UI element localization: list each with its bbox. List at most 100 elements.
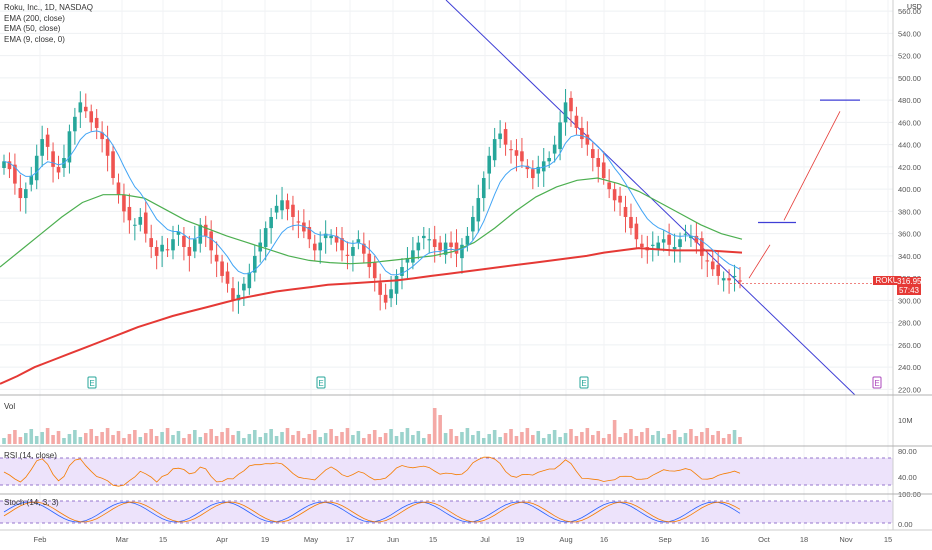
volume-bar <box>596 431 601 444</box>
volume-bar <box>585 428 590 444</box>
candle-body <box>367 253 372 268</box>
candle-body <box>607 182 611 190</box>
volume-bar <box>705 428 710 444</box>
candle-body <box>307 226 312 240</box>
candle-body <box>225 271 230 284</box>
earnings-marker <box>316 376 326 389</box>
candle-body <box>51 151 55 167</box>
candle-body <box>405 258 410 263</box>
volume-panel-label[interactable]: Vol <box>4 402 16 411</box>
symbol-title[interactable]: Roku, Inc., 1D, NASDAQ <box>4 3 93 12</box>
volume-bar <box>285 428 290 444</box>
volume-panel: 10M <box>2 408 913 444</box>
volume-bar <box>421 438 426 444</box>
projection-arrows[interactable] <box>730 99 893 285</box>
candle-body <box>323 233 328 239</box>
candle-body <box>40 139 44 156</box>
ema-lines <box>0 130 743 385</box>
y-tick-label: 520.00 <box>898 52 921 61</box>
volume-bar <box>2 438 6 444</box>
x-tick-label: 18 <box>800 535 808 544</box>
volume-bar <box>618 437 622 444</box>
candle-body <box>269 216 273 229</box>
candle-body <box>547 158 551 162</box>
candle-body <box>525 165 530 170</box>
candle-body <box>683 233 688 235</box>
candle-body <box>263 228 268 248</box>
volume-bar <box>351 435 355 444</box>
volume-bar <box>389 429 393 444</box>
candle-body <box>247 272 252 289</box>
candle-body <box>203 224 208 236</box>
volume-bar <box>727 434 731 444</box>
volume-bar <box>62 438 66 444</box>
candle-body <box>302 222 306 232</box>
y-tick-label: 220.00 <box>898 385 921 394</box>
volume-bar <box>400 432 404 444</box>
candle-body <box>7 161 12 170</box>
candle-body <box>73 116 77 132</box>
ema9-label[interactable]: EMA (9, close, 0) <box>4 34 65 44</box>
volume-bar <box>498 437 502 444</box>
volume-bar <box>536 431 541 444</box>
rsi-panel-label[interactable]: RSI (14, close) <box>4 451 57 460</box>
volume-bar <box>552 430 557 444</box>
candle-body <box>143 212 148 234</box>
candle-body <box>383 294 388 303</box>
candle-body <box>705 260 710 262</box>
volume-bar <box>258 437 263 444</box>
x-tick-label: May <box>304 535 318 544</box>
volume-bar <box>683 433 688 444</box>
candle-body <box>667 234 671 245</box>
volume-bar <box>34 436 39 444</box>
y-tick-label: 260.00 <box>898 341 921 350</box>
volume-bar <box>667 434 671 444</box>
volume-bar <box>263 433 268 444</box>
rsi-panel: 80.00 40.00 <box>0 447 917 487</box>
candle-body <box>563 102 568 123</box>
stoch-band <box>0 501 893 523</box>
candle-body <box>171 239 175 251</box>
ema50-label[interactable]: EMA (50, close) <box>4 24 61 33</box>
ema9-line <box>3 130 741 276</box>
candle-body <box>18 188 23 199</box>
candle-body <box>89 111 94 123</box>
candle-body <box>378 282 382 295</box>
volume-bar <box>100 432 104 444</box>
volume-bar <box>427 434 432 444</box>
volume-bar <box>171 435 175 444</box>
candle-body <box>416 242 421 251</box>
volume-bar <box>411 435 415 444</box>
volume-bar <box>601 438 606 444</box>
x-tick-label: Jul <box>480 535 490 544</box>
volume-bar <box>492 430 497 444</box>
volume-bar <box>656 431 661 444</box>
grid-lines <box>0 0 893 530</box>
candle-body <box>198 224 203 244</box>
volume-bar <box>432 408 437 444</box>
candle-body <box>329 235 333 239</box>
earnings-marker <box>579 376 589 389</box>
candle-body <box>558 122 562 150</box>
ema200-label[interactable]: EMA (200, close) <box>4 13 65 23</box>
volume-bar <box>661 438 666 444</box>
candle-body <box>78 102 83 113</box>
candle-body <box>296 221 301 223</box>
stoch-panel-label[interactable]: Stoch (14, 3, 3) <box>4 498 59 507</box>
earnings-marker-label: E <box>581 379 586 388</box>
candle-body <box>552 144 557 154</box>
volume-bar <box>476 431 481 444</box>
volume-bar <box>650 435 655 444</box>
x-tick-label: 15 <box>159 535 167 544</box>
volume-bar <box>105 428 110 444</box>
volume-bar <box>481 438 486 444</box>
x-tick-label: 17 <box>346 535 354 544</box>
ticker-tag: ROKU <box>873 276 901 285</box>
candle-body <box>236 294 241 301</box>
rsi-band <box>0 458 893 485</box>
volume-bar <box>94 436 99 444</box>
volume-bar <box>700 432 704 444</box>
